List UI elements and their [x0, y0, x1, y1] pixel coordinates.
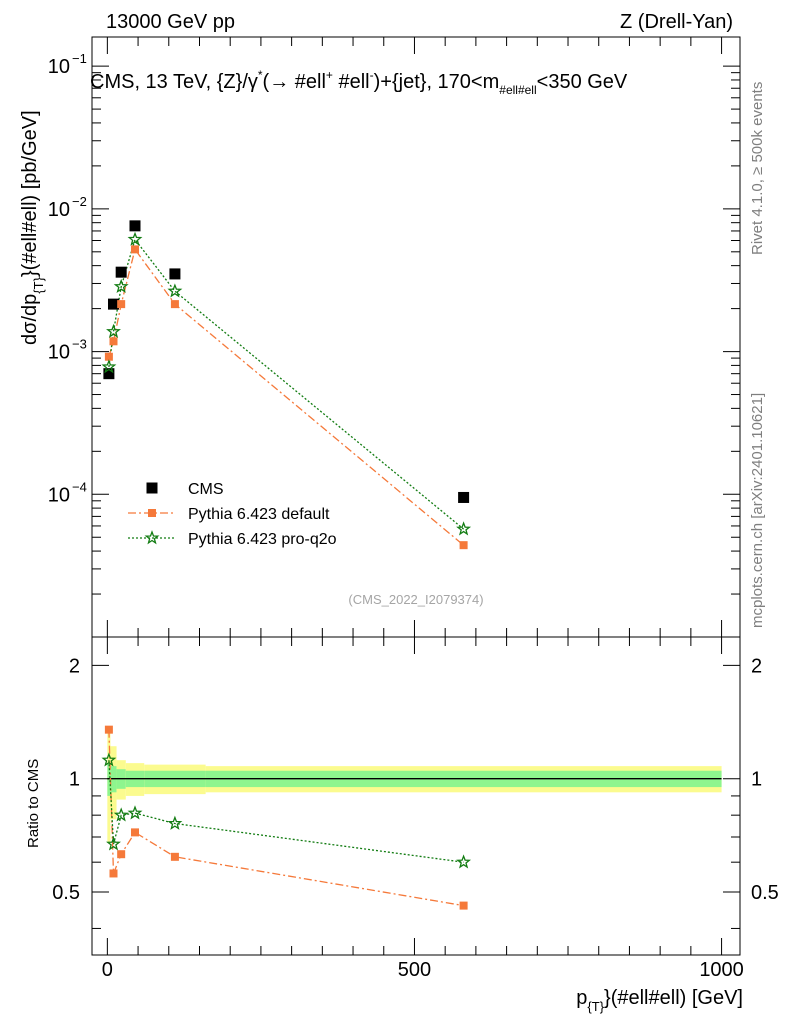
ratio-point-proq2o-5	[456, 854, 472, 869]
legend-label-default: Pythia 6.423 default	[188, 506, 330, 523]
ratio-panel: 2 2 1 1 0.5 0.5 0 500 1000	[52, 636, 779, 981]
point-proq2o-0	[101, 359, 117, 374]
ratio-point-default-3	[130, 828, 139, 837]
point-proq2o-1	[106, 323, 121, 339]
ratio-line-default	[108, 729, 464, 907]
series-line-default	[108, 247, 465, 546]
ratio-point-default-5	[459, 901, 468, 910]
y-tick-exponent: −1	[72, 51, 87, 66]
legend-label-proq2o: Pythia 6.423 pro-q2o	[188, 531, 337, 548]
plot-title: CMS, 13 TeV, {Z}/γ*(→ #ell+ #ell-)+{jet}…	[90, 68, 628, 97]
y-tick-label: 10	[48, 199, 70, 221]
point-proq2o-4	[167, 283, 183, 298]
legend-marker-cms	[146, 482, 158, 494]
legend: CMS Pythia 6.423 default Pythia 6.423 pro-…	[128, 481, 337, 548]
y-tick-label: 10	[48, 484, 70, 506]
ratio-point-default-1	[109, 869, 118, 878]
ratio-point-proq2o-4	[167, 815, 183, 830]
point-default-1	[109, 337, 118, 346]
y-tick-exponent: −3	[72, 337, 87, 352]
point-cms-1	[107, 298, 119, 310]
header-left: 13000 GeV pp	[106, 11, 235, 33]
y-tick-exponent: −4	[72, 479, 87, 494]
ratio-band-inner	[107, 763, 111, 796]
point-cms-0	[103, 368, 115, 380]
series-line-proq2o	[108, 238, 465, 530]
legend-label-cms: CMS	[188, 481, 224, 498]
ratio-tick-label-left: 2	[69, 655, 80, 677]
ratio-tick-label-right: 1	[751, 769, 762, 791]
ratio-tick-label-right: 0.5	[751, 882, 779, 904]
y-tick-label: 10	[48, 342, 70, 364]
x-axis-label: p{T}}(#ell#ell) [GeV]	[576, 987, 743, 1014]
ratio-tick-label-left: 0.5	[52, 882, 80, 904]
legend-marker-default	[148, 509, 156, 517]
y-tick-exponent: −2	[72, 194, 87, 209]
point-cms-2	[115, 266, 127, 278]
ratio-point-proq2o-3	[127, 805, 143, 820]
x-tick-label: 500	[398, 959, 431, 981]
header-right: Z (Drell-Yan)	[620, 11, 733, 33]
y-tick-label: 10	[48, 56, 70, 78]
ratio-line-proq2o	[108, 760, 464, 863]
ratio-point-default-0	[104, 725, 113, 734]
point-proq2o-3	[127, 231, 143, 246]
ratio-y-axis-label: Ratio to CMS	[25, 759, 42, 848]
ratio-point-default-2	[117, 850, 126, 859]
main-panel: 10−110−210−310−4	[48, 36, 741, 638]
x-tick-label: 1000	[699, 959, 744, 981]
ratio-point-proq2o-2	[113, 807, 129, 822]
point-cms-4	[169, 268, 181, 280]
point-cms-5	[458, 491, 470, 503]
point-default-5	[459, 541, 468, 550]
point-cms-3	[129, 220, 141, 232]
point-proq2o-2	[113, 278, 129, 293]
legend-marker-proq2o	[144, 530, 160, 545]
y-axis-label: dσ/dp{T}}(#ell#ell) [pb/GeV]	[19, 110, 46, 345]
analysis-watermark: (CMS_2022_I2079374)	[348, 592, 483, 607]
point-default-4	[170, 300, 179, 309]
ratio-tick-label-left: 1	[69, 769, 80, 791]
ratio-point-proq2o-0	[101, 752, 117, 767]
rivet-label: Rivet 4.1.0, ≥ 500k events	[749, 82, 766, 255]
ratio-tick-label-right: 2	[751, 655, 762, 677]
point-proq2o-5	[456, 521, 472, 536]
ratio-point-proq2o-1	[106, 836, 121, 851]
x-tick-label: 0	[102, 959, 113, 981]
point-default-3	[130, 245, 139, 254]
point-default-0	[104, 352, 113, 361]
point-default-2	[117, 300, 126, 309]
ratio-point-default-4	[170, 852, 179, 861]
mcplots-label: mcplots.cern.ch [arXiv:2401.10621]	[749, 393, 766, 628]
